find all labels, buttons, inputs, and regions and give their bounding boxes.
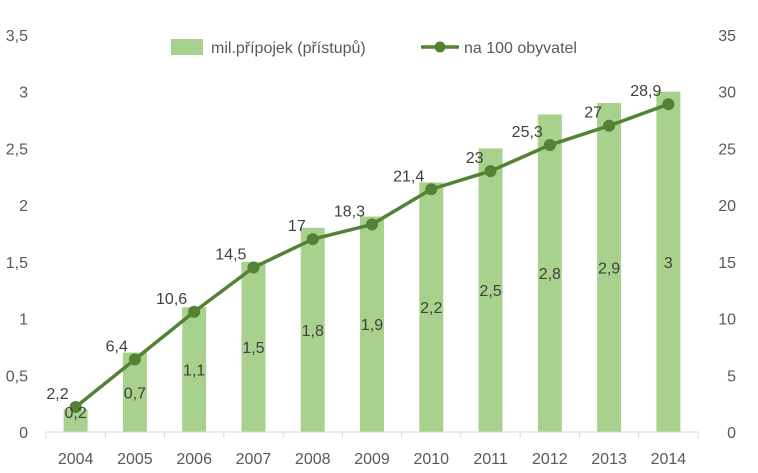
x-tick-label: 2008 [295, 451, 331, 468]
line-point [484, 165, 497, 178]
line-data-label: 21,4 [393, 168, 424, 185]
x-tick-label: 2014 [651, 451, 687, 468]
line-data-label: 25,3 [512, 124, 543, 141]
line-data-label: 14,5 [215, 247, 246, 264]
bar-data-label: 1,9 [361, 317, 383, 334]
bar [478, 148, 503, 432]
line-data-label: 18,3 [334, 203, 365, 220]
y-right-tick-label: 20 [718, 198, 736, 215]
legend-label-bars: mil.přípojek (přístupů) [211, 39, 366, 57]
bar [419, 182, 444, 432]
x-tick-label: 2004 [58, 451, 94, 468]
y-left-tick-label: 2,5 [6, 141, 28, 158]
y-left-tick-label: 0 [19, 425, 28, 442]
x-tick-label: 2007 [236, 451, 272, 468]
bar-data-label: 1,1 [183, 363, 205, 380]
y-right-tick-label: 25 [718, 141, 736, 158]
y-right-tick-label: 10 [718, 312, 736, 329]
bar-data-label: 0,7 [124, 385, 146, 402]
x-tick-label: 2010 [413, 451, 449, 468]
x-tick-label: 2013 [591, 451, 627, 468]
legend: mil.přípojek (přístupů) na 100 obyvatel [171, 39, 577, 57]
bar [241, 261, 266, 432]
line-point [662, 98, 675, 111]
bar-series [63, 91, 681, 433]
bar [597, 103, 622, 432]
line-point [306, 233, 319, 246]
bar [63, 409, 88, 432]
bar [300, 227, 325, 432]
bar-data-label: 3 [664, 255, 673, 272]
y-right-tick-label: 0 [727, 425, 736, 442]
y-left-tick-label: 3,5 [6, 28, 28, 45]
bar [182, 307, 207, 432]
y-left-tick-label: 1 [19, 312, 28, 329]
y-left-tick-label: 0,5 [6, 368, 28, 385]
line-data-label: 23 [466, 150, 484, 167]
x-tick-label: 2011 [473, 451, 508, 468]
bar-data-label: 2,5 [479, 283, 501, 300]
x-tick-label: 2012 [532, 451, 568, 468]
bar-data-label: 2,8 [539, 266, 561, 283]
line-point [188, 305, 201, 318]
x-tick-label: 2005 [117, 451, 153, 468]
legend-swatch-marker [434, 41, 446, 53]
y-left-tick-label: 1,5 [6, 255, 28, 272]
bar-data-label: 2,9 [598, 261, 620, 278]
data-labels: 0,2 0,7 1,1 1,5 1,8 1,9 2,2 2,5 2,8 2,9 3 2,2 6,4 10,… [46, 83, 673, 422]
bar-data-label: 2,2 [420, 300, 442, 317]
line-series [69, 98, 675, 414]
y-right-tick-label: 35 [718, 28, 736, 45]
line-data-label: 28,9 [630, 83, 661, 100]
bar [656, 91, 681, 433]
y-right-tick-label: 15 [718, 255, 736, 272]
line-point [425, 183, 438, 196]
legend-swatch-bars [171, 39, 203, 55]
y-right-tick-label: 30 [718, 85, 736, 102]
x-tick-label: 2006 [176, 451, 212, 468]
line-data-label: 6,4 [106, 338, 128, 355]
line-point [69, 401, 82, 414]
y-left-tick-label: 2 [19, 198, 28, 215]
line-data-label: 17 [288, 218, 306, 235]
bar [360, 216, 384, 432]
x-tick-label: 2009 [354, 451, 390, 468]
bar-data-label: 0,2 [65, 405, 87, 422]
bar [537, 114, 562, 433]
axes: 2004 2005 2006 2007 2008 2009 2010 2011 2012 2013… [6, 28, 736, 468]
line-point [543, 139, 556, 152]
bar-data-label: 1,5 [242, 340, 264, 357]
y-right-tick-label: 5 [727, 368, 736, 385]
line-data-label: 2,2 [46, 386, 68, 403]
legend-label-line: na 100 obyvatel [464, 40, 577, 57]
line-point [603, 119, 616, 132]
line-data-label: 10,6 [156, 291, 187, 308]
line-point [247, 261, 260, 274]
line-point [128, 353, 141, 366]
y-left-tick-label: 3 [19, 85, 28, 102]
line-data-label: 27 [584, 105, 602, 122]
bar-data-label: 1,8 [302, 323, 324, 340]
line-point [366, 218, 378, 231]
